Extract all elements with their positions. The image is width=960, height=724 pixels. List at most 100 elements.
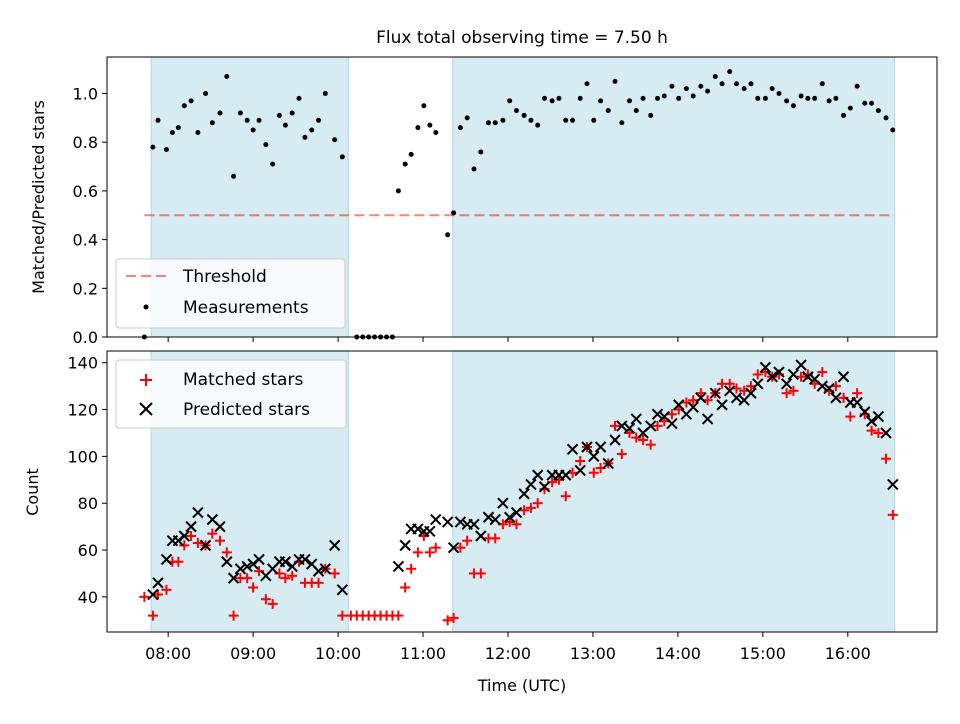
predicted-star-stroke (299, 553, 311, 566)
measurement-point (513, 108, 519, 114)
predicted-star-point (503, 511, 516, 523)
predicted-star-stroke (865, 415, 878, 427)
x-tick-label: 08:00 (145, 644, 191, 663)
predicted-star-point (695, 392, 707, 404)
measurement-point (250, 127, 256, 133)
y-tick-label: 100 (67, 447, 98, 466)
predicted-star-point (328, 539, 341, 552)
predicted-star-point (887, 478, 899, 491)
measurement-point (570, 117, 576, 123)
predicted-star-stroke (185, 520, 197, 533)
predicted-star-stroke (766, 371, 778, 383)
x-tick-label: 15:00 (740, 644, 786, 663)
measurement-point (626, 98, 632, 104)
legend-measurements-swatch (143, 304, 149, 310)
predicted-star-stroke (644, 420, 657, 432)
measurement-point (862, 100, 868, 106)
predicted-star-point (566, 443, 579, 456)
measurement-point (841, 112, 847, 118)
measurement-point (648, 112, 654, 118)
measurement-point (521, 112, 527, 118)
predicted-star-point (412, 523, 424, 535)
measurement-point (188, 98, 194, 104)
predicted-star-point (510, 506, 523, 519)
measurement-point (591, 117, 597, 123)
y-tick-label: 120 (67, 401, 98, 420)
x-tick-label: 14:00 (655, 644, 701, 663)
x-tick-label: 12:00 (485, 644, 531, 663)
predicted-star-point (594, 441, 607, 453)
predicted-star-stroke (851, 396, 863, 409)
measurement-point (296, 95, 302, 101)
matched-star-point (873, 427, 884, 438)
measurement-point (776, 91, 782, 97)
measurement-point (612, 78, 618, 84)
bottom-panel-frame (106, 350, 938, 633)
x-tick-label: 16:00 (825, 644, 871, 663)
measurement-point (719, 81, 725, 87)
predicted-star-point (192, 506, 204, 519)
measurement-point (309, 127, 315, 133)
predicted-star-point (454, 516, 467, 528)
measurement-point (805, 95, 811, 101)
predicted-star-point (241, 560, 253, 573)
predicted-star-point (214, 520, 226, 533)
predicted-star-stroke (241, 560, 253, 573)
matched-star-point (424, 547, 435, 558)
measurement-point (195, 129, 201, 135)
measurement-point (457, 125, 463, 131)
predicted-star-point (673, 399, 685, 411)
predicted-star-point (399, 539, 411, 552)
x-tick-label: 09:00 (230, 644, 276, 663)
measurement-point (485, 120, 491, 126)
matched-star-point (462, 535, 473, 546)
predicted-star-stroke (532, 469, 544, 481)
predicted-star-stroke (199, 539, 212, 552)
measurement-point (231, 173, 237, 179)
measurement-point (256, 117, 262, 123)
measurement-point (181, 103, 187, 109)
predicted-star-point (745, 387, 757, 399)
measurement-point (549, 98, 555, 104)
predicted-star-point (468, 518, 480, 530)
predicted-star-point (160, 553, 173, 566)
measurement-point (421, 103, 427, 109)
predicted-star-stroke (630, 413, 642, 425)
predicted-star-stroke (468, 518, 480, 530)
matched-star-point (228, 610, 239, 621)
matched-star-point (161, 584, 172, 595)
top-legend: Threshold Measurements (115, 258, 346, 329)
measurement-point (669, 83, 675, 89)
measurement-point (712, 73, 718, 79)
predicted-star-point (651, 408, 664, 420)
predicted-star-stroke (147, 588, 159, 601)
matched-star-point (688, 395, 699, 406)
measurement-point (464, 115, 470, 121)
matched-star-point (455, 542, 466, 553)
predicted-star-stroke (328, 539, 341, 552)
matched-star-point (329, 568, 340, 579)
measurement-point (890, 127, 896, 133)
measurement-point (655, 95, 661, 101)
predicted-star-point (447, 541, 460, 554)
measurement-point (535, 122, 541, 128)
predicted-star-stroke (412, 523, 424, 535)
predicted-star-point (152, 577, 164, 589)
predicted-star-stroke (666, 417, 678, 430)
predicted-star-stroke (221, 556, 233, 568)
top-panel-frame (106, 56, 938, 338)
measurement-point (263, 142, 269, 148)
predicted-star-stroke (709, 387, 721, 399)
predicted-star-point (701, 413, 714, 425)
measurement-point (762, 95, 768, 101)
predicted-star-stroke (482, 511, 495, 523)
matched-star-point (525, 502, 536, 513)
predicted-star-stroke (489, 513, 501, 526)
matched-star-point (179, 540, 190, 551)
predicted-star-point (227, 572, 240, 584)
legend-predicted-label: Predicted stars (183, 400, 310, 420)
matched-star-point (287, 570, 298, 581)
predicted-star-point (336, 584, 349, 596)
matched-star-point (532, 498, 543, 509)
